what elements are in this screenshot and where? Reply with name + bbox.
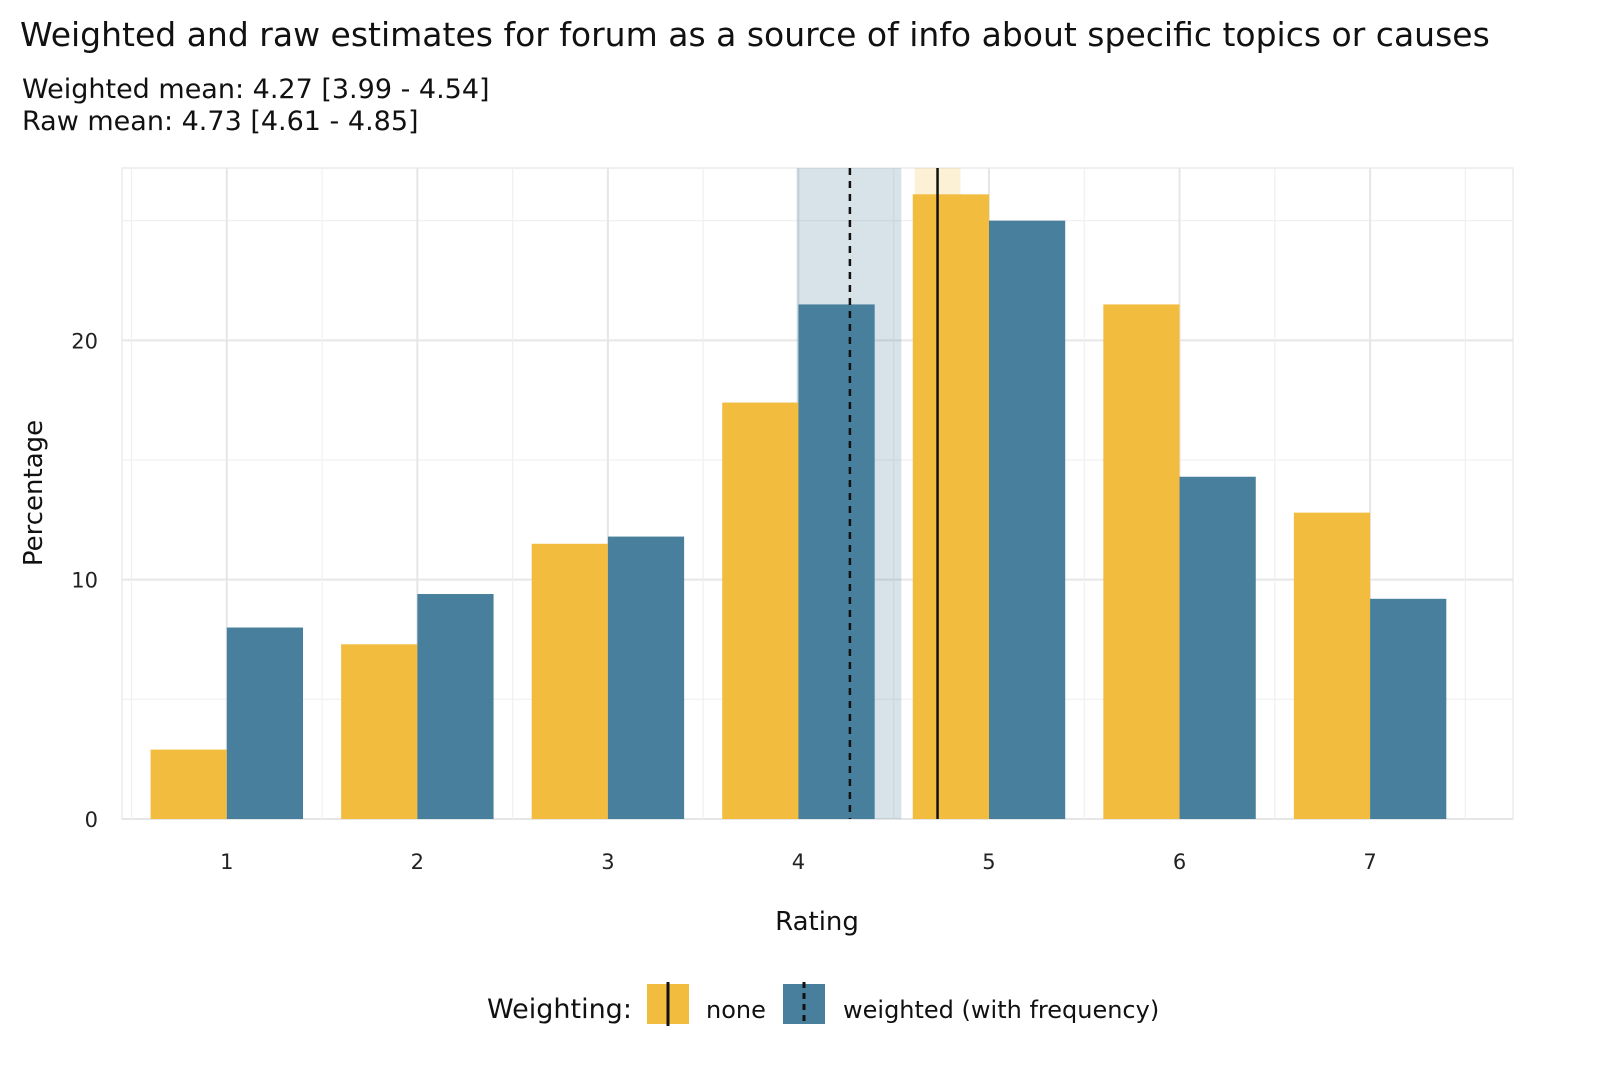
x-tick-label: 5 [982,850,995,874]
bar-none-5 [912,194,989,819]
x-tick-label: 6 [1173,850,1186,874]
y-tick-label: 0 [85,808,98,832]
bar-none-6 [1103,304,1180,819]
bar-none-3 [531,543,608,819]
legend-label-weighted: weighted (with frequency) [843,996,1159,1024]
chart-subtitle-raw: Raw mean: 4.73 [4.61 - 4.85] [22,106,419,137]
x-tick-label: 7 [1363,850,1376,874]
bar-weighted-6 [1179,476,1256,819]
bars [150,194,1447,819]
bar-weighted-5 [988,220,1066,819]
bar-weighted-2 [417,594,494,819]
bar-none-1 [150,749,227,819]
x-tick-label: 4 [792,850,805,874]
legend-label-none: none [706,996,766,1024]
mean-lines [848,168,939,819]
x-tick-label: 1 [220,850,233,874]
x-axis-title: Rating [775,907,859,937]
bar-weighted-1 [226,627,304,819]
chart-title: Weighted and raw estimates for forum as … [20,15,1490,54]
y-tick-labels: 0 10 20 [71,329,98,832]
bar-none-2 [341,644,418,819]
x-tick-labels: 1 2 3 4 5 6 7 [220,850,1377,874]
chart-subtitle-weighted: Weighted mean: 4.27 [3.99 - 4.54] [22,74,490,105]
bar-none-4 [722,402,799,819]
y-tick-label: 20 [71,329,98,353]
legend: Weighting: none weighted (with frequency… [487,982,1159,1026]
x-tick-label: 2 [411,850,424,874]
bar-none-7 [1293,512,1371,819]
y-axis-title: Percentage [19,420,49,566]
bar-weighted-7 [1370,598,1447,819]
x-tick-label: 3 [601,850,614,874]
bar-weighted-3 [607,536,685,819]
bar-weighted-4 [798,304,875,819]
legend-title: Weighting: [487,994,632,1025]
plot-area: 0 10 20 1 2 3 4 5 6 7 [71,167,1514,874]
y-tick-label: 10 [71,569,98,593]
